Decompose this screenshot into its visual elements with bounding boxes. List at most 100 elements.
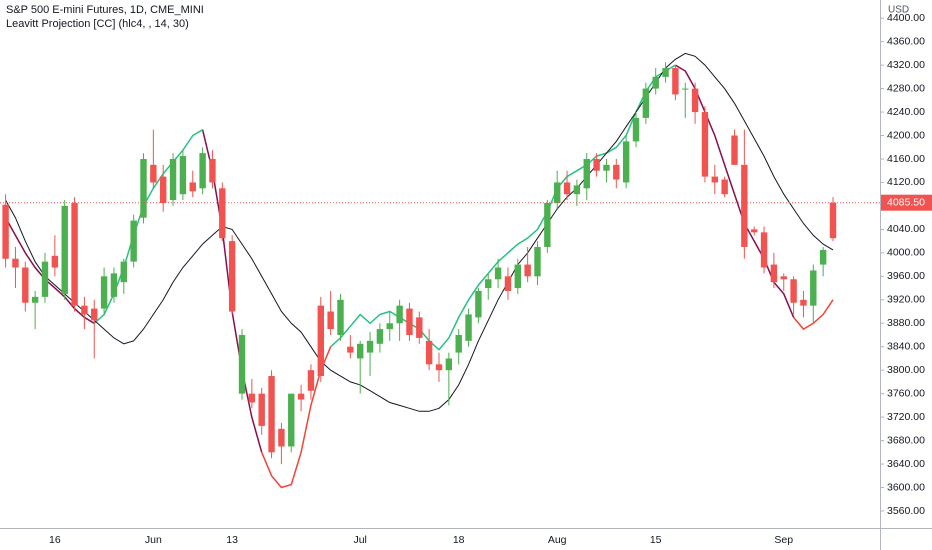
candle-body xyxy=(357,343,364,359)
candle-body xyxy=(209,158,216,183)
y-tick-label: 3560.00 xyxy=(887,505,925,517)
y-tick-label: 4120.00 xyxy=(887,176,925,188)
y-tick-label: 4000.00 xyxy=(887,247,925,259)
y-tick-label: 3800.00 xyxy=(887,364,925,376)
candle-body xyxy=(337,299,344,335)
candle-body xyxy=(721,179,728,195)
candle-body xyxy=(534,246,541,277)
candle-body xyxy=(741,164,748,247)
x-tick-label: Jun xyxy=(145,534,162,546)
candle-body xyxy=(258,393,265,426)
y-tick-label: 3640.00 xyxy=(887,458,925,470)
candle-body xyxy=(819,249,827,265)
candle-body xyxy=(100,276,108,309)
candle-body xyxy=(544,202,551,247)
candle-body xyxy=(416,317,423,338)
x-tick-label: Sep xyxy=(774,534,793,546)
candle-body xyxy=(810,270,817,306)
candle-body xyxy=(504,276,512,291)
candle-body xyxy=(160,176,167,203)
candle-body xyxy=(238,334,246,394)
candle-body xyxy=(652,76,659,89)
candle-body xyxy=(514,264,521,289)
candle-body xyxy=(307,370,315,391)
candle-body xyxy=(770,264,778,283)
x-tick-label: 15 xyxy=(650,534,662,546)
candle-body xyxy=(642,88,650,118)
candle-body xyxy=(386,323,393,330)
candle-body xyxy=(110,273,118,297)
y-tick-label: 4160.00 xyxy=(887,153,925,165)
candle-body xyxy=(366,340,374,353)
y-tick-label: 4400.00 xyxy=(887,12,925,24)
candle-body xyxy=(130,220,137,262)
candle-body xyxy=(297,393,305,400)
candle-body xyxy=(347,346,354,353)
candle-body xyxy=(475,290,482,318)
candle-body xyxy=(288,393,295,447)
candle-body xyxy=(71,202,78,306)
candle-body xyxy=(573,185,581,195)
candle-body xyxy=(682,88,689,90)
candle-body xyxy=(485,279,492,289)
candle-body xyxy=(494,267,502,280)
x-tick-label: 16 xyxy=(49,534,61,546)
candle-body xyxy=(435,364,443,371)
y-tick-label: 3680.00 xyxy=(887,434,925,446)
y-tick-label: 3600.00 xyxy=(887,481,925,493)
candle-body xyxy=(179,156,187,195)
candle-body xyxy=(622,141,630,183)
candle-body xyxy=(41,261,49,297)
x-tick-label: Jul xyxy=(353,534,366,546)
candle-body xyxy=(317,305,324,377)
y-tick-label: 4360.00 xyxy=(887,35,925,47)
y-tick-label: 3840.00 xyxy=(887,341,925,353)
y-tick-label: 4320.00 xyxy=(887,59,925,71)
candle-body xyxy=(268,376,275,453)
candle-body xyxy=(751,229,758,233)
candle-body xyxy=(31,296,39,303)
candle-body xyxy=(2,204,9,259)
y-tick-label: 3720.00 xyxy=(887,411,925,423)
candle-body xyxy=(91,308,98,321)
candle-body xyxy=(829,202,837,239)
chart-title: S&P 500 E-mini Futures, 1D, CME_MINI xyxy=(6,4,204,16)
candle-body xyxy=(691,88,699,113)
x-tick-label: 13 xyxy=(226,534,238,546)
candle-body xyxy=(563,182,571,195)
candle-body xyxy=(406,308,413,335)
x-tick-label: Aug xyxy=(548,534,567,546)
candle-body xyxy=(81,305,88,315)
candle-body xyxy=(554,182,561,203)
currency-label: USD xyxy=(888,5,909,16)
candle-body xyxy=(169,158,177,201)
y-tick-label: 4200.00 xyxy=(887,129,925,141)
candle-body xyxy=(199,153,206,189)
candle-body xyxy=(327,311,334,330)
candle-body xyxy=(731,135,738,165)
candle-body xyxy=(22,267,29,303)
indicator-line xyxy=(93,64,676,351)
candle-body xyxy=(219,188,226,239)
candle-body xyxy=(396,305,403,324)
candle-body xyxy=(51,255,59,268)
indicator-title: Leavitt Projection [CC] (hlc4, , 14, 30) xyxy=(6,18,189,30)
candle-body xyxy=(593,158,600,171)
last-price-label: 4085.50 xyxy=(887,196,925,208)
candle-body xyxy=(455,334,462,353)
candle-body xyxy=(376,329,384,344)
candle-body xyxy=(425,340,433,365)
candle-body xyxy=(189,182,196,192)
candle-body xyxy=(672,68,679,95)
indicator-line xyxy=(261,299,834,489)
candle-body xyxy=(701,112,709,177)
candle-body xyxy=(760,232,768,268)
candle-body xyxy=(613,164,620,180)
candle-body xyxy=(524,264,531,277)
candle-body xyxy=(150,164,157,183)
candle-body xyxy=(140,158,147,218)
candle-body xyxy=(711,176,718,183)
indicator-line xyxy=(5,52,834,412)
y-tick-label: 3760.00 xyxy=(887,387,925,399)
